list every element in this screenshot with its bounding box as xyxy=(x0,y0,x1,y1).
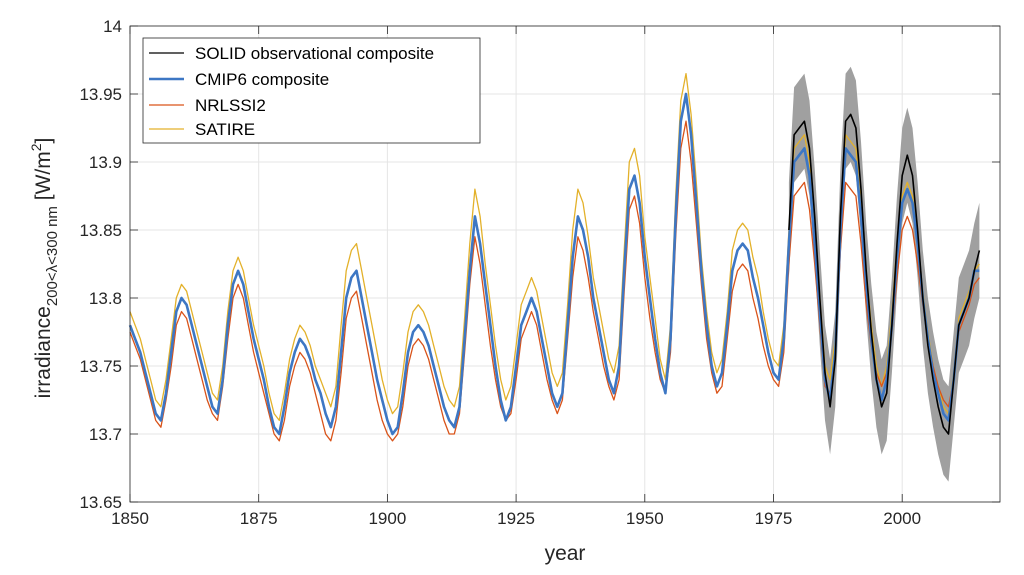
legend-label-nrlssi2: NRLSSI2 xyxy=(195,96,266,115)
legend-label-solid: SOLID observational composite xyxy=(195,44,434,63)
series-lines xyxy=(128,66,981,482)
y-axis-label: irradiance200<λ<300 nm [W/m2] xyxy=(28,138,61,399)
solid-uncertainty-band xyxy=(788,66,980,482)
y-label-main: irradiance xyxy=(32,306,55,398)
y-tick-label: 13.85 xyxy=(79,221,122,240)
x-tick-label: 1975 xyxy=(755,509,793,528)
x-tick-label: 1950 xyxy=(626,509,664,528)
y-tick-label: 13.7 xyxy=(89,425,122,444)
y-tick-label: 13.95 xyxy=(79,85,122,104)
legend-label-satire: SATIRE xyxy=(195,120,255,139)
x-tick-label: 1925 xyxy=(497,509,535,528)
legend: SOLID observational composite CMIP6 comp… xyxy=(142,37,481,144)
x-tick-label: 1850 xyxy=(111,509,149,528)
x-tick-label: 1900 xyxy=(368,509,406,528)
x-axis-label: year xyxy=(545,542,586,565)
legend-label-cmip6: CMIP6 composite xyxy=(195,70,329,89)
x-tick-label: 1875 xyxy=(240,509,278,528)
plot-frame xyxy=(129,25,1001,503)
legend-box xyxy=(142,37,481,144)
x-tick-label: 2000 xyxy=(883,509,921,528)
series-line-solid xyxy=(788,113,981,435)
y-tick-label: 13.9 xyxy=(89,153,122,172)
y-tick-label: 13.8 xyxy=(89,289,122,308)
y-label-unit: [W/m xyxy=(32,151,55,206)
y-label-subscript: 200<λ<300 nm xyxy=(44,206,61,306)
y-tick-label: 14 xyxy=(103,17,122,36)
axis-ticks: 1850 1875 1900 1925 1950 1975 2000 13.65 13.7 13.… xyxy=(79,17,1000,528)
y-label-unit-close: ] xyxy=(32,138,55,144)
y-tick-label: 13.75 xyxy=(79,357,122,376)
y-label-unit-superscript: 2 xyxy=(28,143,44,151)
y-tick-label: 13.65 xyxy=(79,493,122,512)
